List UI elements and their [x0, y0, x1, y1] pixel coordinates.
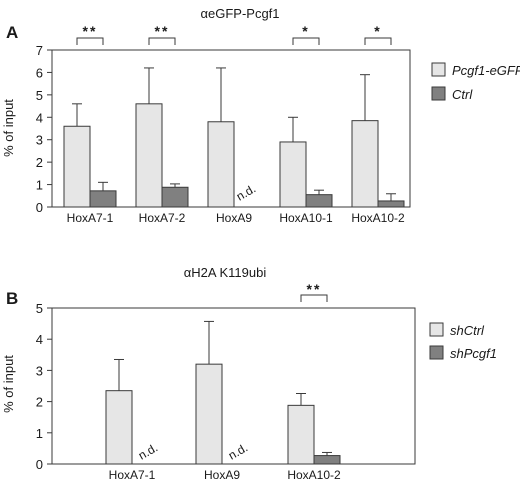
panel-a-y-tick-label: 5 — [36, 88, 43, 103]
panel-b-legend-swatch — [429, 345, 444, 360]
panel-a-significance-bracket — [76, 37, 104, 45]
panel-a-x-tick-label: HoxA7-2 — [139, 211, 186, 225]
panel-b-y-tick-label: 2 — [36, 395, 43, 410]
panel-a-bar — [279, 141, 307, 208]
panel-a-y-tick-label: 1 — [36, 178, 43, 193]
panel-a-significance-bracket — [292, 37, 320, 45]
panel-a: A αeGFP-Pcgf1 % of input 0 1 2 3 4 5 6 7 HoxA7-… — [1, 6, 520, 225]
panel-b-significance-bracket — [300, 294, 328, 302]
panel-a-error-bars — [72, 67, 396, 201]
panel-a-x-tick-label: HoxA10-1 — [279, 211, 333, 225]
panel-b-title: αH2A K119ubi — [184, 265, 267, 280]
panel-b-y-tick-label: 0 — [36, 457, 43, 472]
panel-b-significance-stars: ** — [307, 281, 322, 297]
panel-b-x-tick-label: HoxA10-2 — [287, 468, 341, 482]
panel-a-legend-swatch — [431, 86, 446, 101]
panel-a-significance-bracket — [148, 37, 176, 45]
panel-a-y-tick-label: 0 — [36, 200, 43, 215]
panel-b-plot-frame — [51, 307, 416, 465]
panel-b-nd-label: n.d. — [226, 440, 250, 462]
panel-a-significance-stars: * — [374, 23, 381, 39]
panel-b-y-tick-label: 1 — [36, 426, 43, 441]
panel-b-x-tick-label: HoxA9 — [204, 468, 240, 482]
panel-a-y-tick-label: 4 — [36, 110, 43, 125]
panel-a-x-labels: HoxA7-1 HoxA7-2 HoxA9 HoxA10-1 HoxA10-2 — [67, 211, 405, 225]
panel-b-y-tick-label: 4 — [36, 332, 43, 347]
panel-a-bar — [377, 200, 405, 208]
panel-b-bar — [313, 455, 341, 465]
panel-a-y-ticks: 0 1 2 3 4 5 6 7 — [36, 43, 52, 215]
panel-b-y-tick-label: 5 — [36, 301, 43, 316]
panel-b: B αH2A K119ubi % of input 0 1 2 3 4 5 HoxA7-1… — [1, 265, 497, 482]
panel-a-letter: A — [6, 23, 18, 42]
panel-b-legend: shCtrl shPcgf1 — [429, 322, 497, 361]
panel-b-y-tick-label: 3 — [36, 363, 43, 378]
panel-a-nd-label: n.d. — [234, 181, 258, 203]
panel-a-legend-label: Pcgf1-eGFP — [452, 63, 520, 78]
panel-a-y-axis-label: % of input — [1, 99, 16, 157]
panel-a-bar — [89, 190, 117, 208]
panel-a-y-tick-label: 2 — [36, 155, 43, 170]
panel-a-bar — [161, 186, 189, 208]
panel-b-legend-swatch — [429, 322, 444, 337]
panel-a-title: αeGFP-Pcgf1 — [200, 6, 279, 21]
panel-b-legend-label: shPcgf1 — [450, 346, 497, 361]
panel-b-error-bars — [114, 320, 332, 456]
panel-a-significance-stars: ** — [83, 23, 98, 39]
panel-b-nd-label: n.d. — [136, 440, 160, 462]
panel-a-bar — [135, 103, 163, 208]
panel-a-bars — [63, 103, 405, 208]
panel-a-bar — [207, 121, 235, 208]
panel-a-significance-bracket — [364, 37, 392, 45]
panel-a-y-tick-label: 3 — [36, 133, 43, 148]
panel-a-x-tick-label: HoxA9 — [216, 211, 252, 225]
panel-a-y-tick-label: 6 — [36, 65, 43, 80]
panel-b-y-ticks: 0 1 2 3 4 5 — [36, 301, 52, 472]
panel-a-x-tick-label: HoxA10-2 — [351, 211, 405, 225]
panel-b-bar — [287, 404, 315, 465]
panel-a-bar — [63, 125, 91, 208]
panel-b-bar — [195, 363, 223, 465]
panel-a-legend-label: Ctrl — [452, 87, 473, 102]
panel-a-significance-stars: ** — [155, 23, 170, 39]
panel-a-bar — [305, 194, 333, 208]
panel-b-letter: B — [6, 289, 18, 308]
panel-a-legend: Pcgf1-eGFP Ctrl — [431, 62, 520, 102]
panel-b-x-tick-label: HoxA7-1 — [109, 468, 156, 482]
panel-a-bar — [351, 120, 379, 208]
panel-b-legend-label: shCtrl — [450, 323, 485, 338]
panel-a-y-tick-label: 7 — [36, 43, 43, 58]
panel-b-bar — [105, 390, 133, 465]
panel-b-y-axis-label: % of input — [1, 355, 16, 413]
panel-a-significance-stars: * — [302, 23, 309, 39]
panel-a-x-tick-label: HoxA7-1 — [67, 211, 114, 225]
panel-b-x-labels: HoxA7-1 HoxA9 HoxA10-2 — [109, 468, 341, 482]
panel-a-legend-swatch — [431, 62, 446, 77]
panel-b-bars — [105, 363, 341, 465]
